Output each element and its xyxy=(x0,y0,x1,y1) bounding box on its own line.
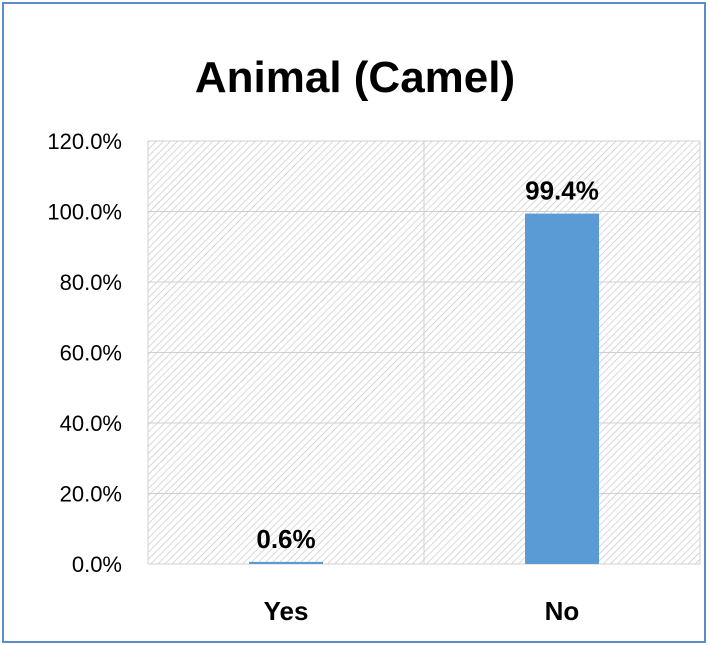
y-tick-label: 0.0% xyxy=(72,552,122,577)
y-tick-label: 120.0% xyxy=(47,129,122,154)
y-tick-label: 80.0% xyxy=(60,270,122,295)
data-label: 0.6% xyxy=(256,524,315,554)
y-tick-label: 100.0% xyxy=(47,200,122,225)
chart-title: Animal (Camel) xyxy=(195,53,515,102)
y-tick-label: 20.0% xyxy=(60,482,122,507)
data-label: 99.4% xyxy=(525,176,599,206)
x-tick-label: Yes xyxy=(264,596,309,626)
bar-no xyxy=(525,213,599,565)
x-tick-label: No xyxy=(545,596,580,626)
y-tick-label: 40.0% xyxy=(60,411,122,436)
bar-yes xyxy=(249,561,323,564)
y-tick-label: 60.0% xyxy=(60,341,122,366)
